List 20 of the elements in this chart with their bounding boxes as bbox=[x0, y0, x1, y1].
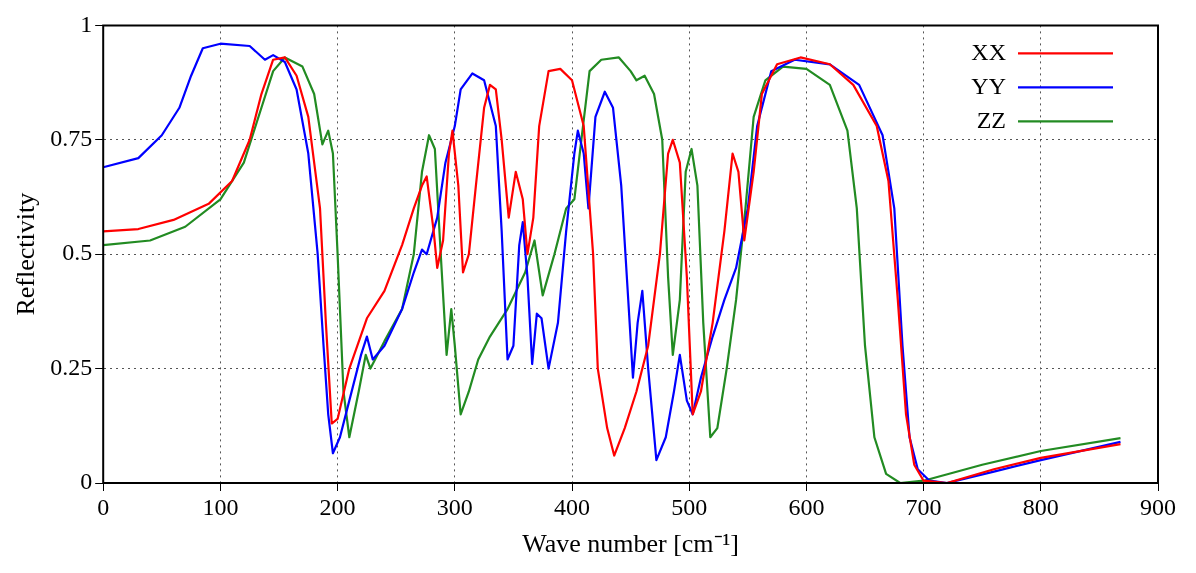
x-tick-label: 800 bbox=[1022, 493, 1059, 520]
x-tick-label: 600 bbox=[788, 493, 825, 520]
y-tick-label: 0 bbox=[80, 468, 93, 495]
x-tick-label: 200 bbox=[319, 493, 356, 520]
y-tick-label: 1 bbox=[80, 10, 93, 37]
legend-label: ZZ bbox=[976, 106, 1006, 133]
x-axis-title: Wave number [cm⁻¹] bbox=[522, 529, 740, 559]
x-tick-label: 0 bbox=[97, 493, 110, 520]
x-tick-label: 400 bbox=[554, 493, 590, 520]
legend-label: XX bbox=[971, 38, 1006, 65]
x-tick-label: 300 bbox=[436, 493, 473, 520]
y-axis-title: Reflectivity bbox=[11, 192, 41, 316]
y-tick-label: 0.5 bbox=[62, 239, 93, 266]
legend-label: YY bbox=[971, 72, 1006, 99]
x-tick-label: 900 bbox=[1140, 493, 1176, 520]
x-tick-label: 500 bbox=[671, 493, 708, 520]
x-tick-label: 100 bbox=[202, 493, 239, 520]
y-tick-label: 0.75 bbox=[50, 125, 93, 152]
x-tick-label: 700 bbox=[905, 493, 942, 520]
y-tick-label: 0.25 bbox=[50, 353, 93, 380]
